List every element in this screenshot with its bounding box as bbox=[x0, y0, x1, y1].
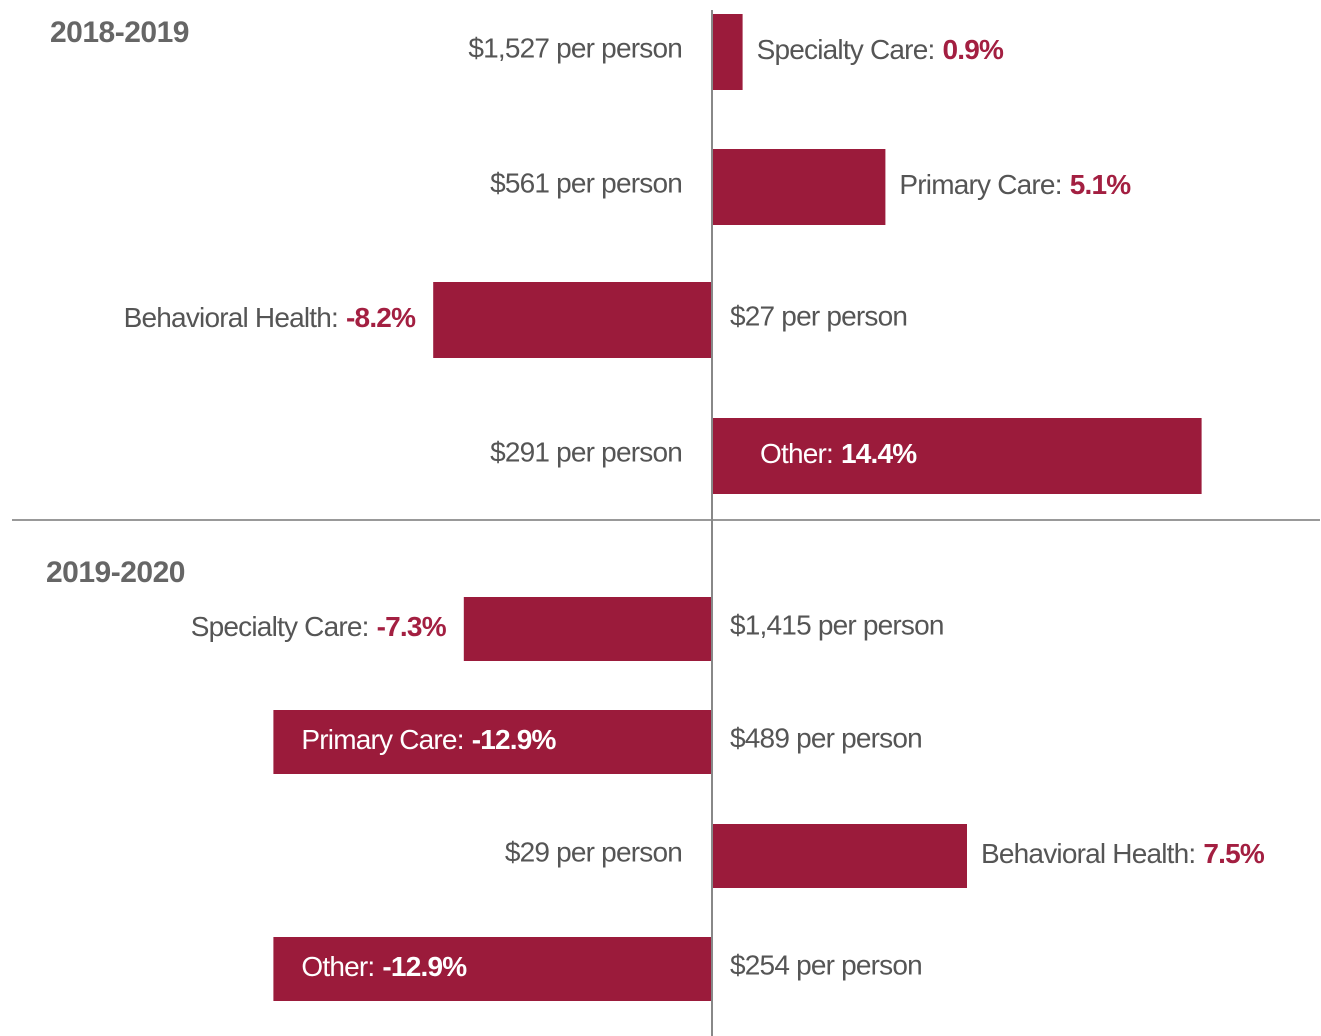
per-person-label: $29 per person bbox=[505, 836, 682, 867]
per-person-label: $489 per person bbox=[730, 722, 922, 753]
per-person-label: $1,527 per person bbox=[468, 32, 682, 63]
value-label: 14.4% bbox=[841, 438, 917, 469]
per-person-label: $1,415 per person bbox=[730, 609, 944, 640]
value-label: -8.2% bbox=[346, 302, 416, 333]
category-label: Specialty Care: bbox=[757, 34, 935, 65]
bar-label: Primary Care: -12.9% bbox=[301, 724, 556, 755]
bar bbox=[712, 14, 743, 90]
bar bbox=[712, 824, 967, 888]
category-label: Behavioral Health: bbox=[124, 302, 338, 333]
bar-label: Primary Care: 5.1% bbox=[899, 169, 1131, 200]
category-label: Primary Care: bbox=[899, 169, 1061, 200]
value-label: -7.3% bbox=[377, 611, 447, 642]
per-person-label: $291 per person bbox=[490, 436, 682, 467]
bar-label: Behavioral Health: -8.2% bbox=[124, 302, 416, 333]
category-label: Primary Care: bbox=[301, 724, 463, 755]
value-label: 5.1% bbox=[1070, 169, 1132, 200]
bar bbox=[273, 710, 712, 774]
value-label: -12.9% bbox=[382, 951, 467, 982]
bar bbox=[273, 937, 712, 1001]
bar-label: Other: -12.9% bbox=[301, 951, 467, 982]
category-label: Other: bbox=[301, 951, 374, 982]
bar bbox=[712, 149, 886, 225]
bar-label: Specialty Care: 0.9% bbox=[757, 34, 1004, 65]
bar bbox=[433, 282, 712, 358]
category-label: Other: bbox=[760, 438, 833, 469]
value-label: 0.9% bbox=[942, 34, 1004, 65]
panel-title: 2019-2020 bbox=[46, 556, 185, 589]
bar-label: Other: 14.4% bbox=[760, 438, 917, 469]
bar-label: Specialty Care: -7.3% bbox=[191, 611, 447, 642]
per-person-label: $27 per person bbox=[730, 300, 907, 331]
bar-label: Behavioral Health: 7.5% bbox=[981, 838, 1265, 869]
per-person-label: $561 per person bbox=[490, 167, 682, 198]
value-label: 7.5% bbox=[1203, 838, 1265, 869]
value-label: -12.9% bbox=[472, 724, 557, 755]
bar bbox=[712, 418, 1202, 494]
panel-title: 2018-2019 bbox=[50, 16, 189, 49]
per-person-label: $254 per person bbox=[730, 949, 922, 980]
category-label: Specialty Care: bbox=[191, 611, 369, 642]
bar bbox=[463, 597, 712, 661]
category-label: Behavioral Health: bbox=[981, 838, 1195, 869]
